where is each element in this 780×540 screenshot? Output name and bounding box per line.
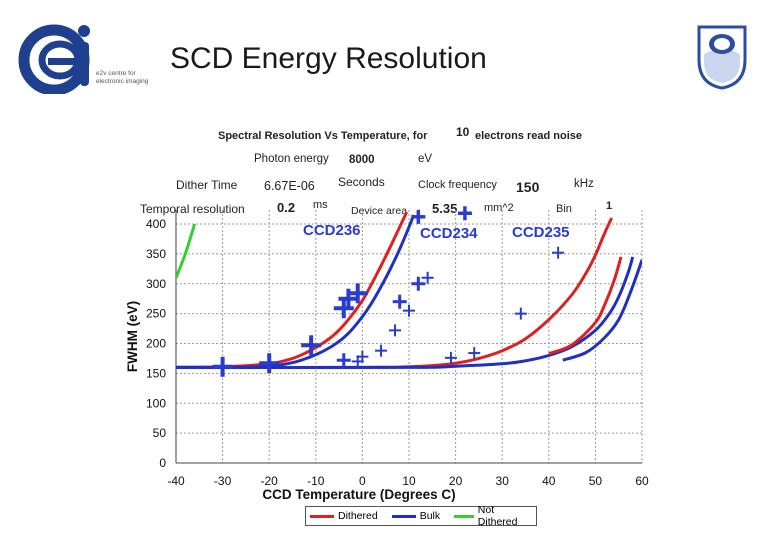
data-marker-small	[552, 246, 565, 259]
data-marker-small	[444, 351, 457, 364]
logo-subtitle: e2v centre for electronic imaging	[96, 70, 148, 86]
area-unit: mm^2	[484, 202, 514, 214]
ou-shield-logo	[697, 25, 747, 90]
data-marker-annotation-ccd236	[411, 209, 426, 224]
legend-label-dithered: Dithered	[338, 510, 378, 522]
data-marker-medium	[411, 276, 426, 291]
x-axis-title: CCD Temperature (Degrees C)	[262, 487, 455, 502]
x-tick-label: -10	[307, 474, 325, 488]
data-marker-large	[301, 335, 322, 356]
legend-item-dithered: Dithered	[306, 510, 378, 522]
y-tick-label: 300	[146, 277, 166, 291]
data-marker-annotation-ccd234	[457, 206, 472, 221]
x-tick-label: -40	[167, 474, 185, 488]
data-marker-medium	[392, 294, 407, 309]
legend-swatch-not-dithered	[454, 514, 474, 518]
dither-unit: Seconds	[338, 175, 385, 189]
data-marker-small	[468, 347, 481, 360]
logo-subtitle-line-2: electronic imaging	[96, 78, 149, 85]
y-tick-label: 400	[146, 217, 166, 231]
bin-value: 1	[606, 200, 613, 212]
legend-swatch-bulk	[391, 514, 416, 518]
data-marker-small	[403, 304, 415, 317]
x-tick-label: 40	[542, 474, 556, 488]
annotation-ccd234: CCD234	[420, 225, 478, 242]
slide-title: SCD Energy Resolution	[170, 42, 487, 75]
dither-label: Dither Time	[176, 178, 238, 192]
x-tick-label: 10	[402, 474, 416, 488]
clock-label: Clock frequency	[418, 179, 497, 191]
data-marker-large	[347, 283, 368, 304]
x-tick-label: 0	[359, 474, 366, 488]
legend-item-bulk: Bulk	[388, 510, 440, 522]
photon-value: 8000	[349, 154, 375, 166]
y-tick-label: 250	[146, 307, 166, 321]
data-marker-small	[421, 271, 434, 284]
x-tick-label: 20	[449, 474, 463, 488]
y-tick-label: 350	[146, 247, 166, 261]
series-line-dithered-0	[176, 211, 409, 369]
clock-value: 150	[516, 179, 540, 195]
data-marker-large	[333, 298, 354, 319]
data-marker-small	[389, 324, 402, 337]
dither-value: 6.67E-06	[264, 179, 315, 193]
chart-legend: Dithered Bulk Not Dithered	[305, 504, 537, 528]
ou-shield-fill	[704, 49, 740, 83]
y-tick-label: 0	[159, 456, 166, 470]
x-tick-label: 50	[589, 474, 603, 488]
area-value: 5.35	[432, 201, 458, 216]
ei-logo	[18, 24, 90, 94]
logo-i-stem	[80, 42, 89, 86]
temporal-label: Temporal resolution	[140, 202, 245, 216]
y-tick-label: 100	[146, 396, 166, 410]
legend-item-not-dithered: Not Dithered	[450, 504, 526, 528]
annotation-ccd235: CCD235	[512, 224, 570, 241]
chart-title-right: electrons read noise	[475, 130, 582, 142]
logo-e-bar	[48, 58, 78, 65]
y-tick-label: 200	[146, 337, 166, 351]
temporal-value: 0.2	[277, 200, 296, 215]
x-tick-label: -30	[214, 474, 232, 488]
clock-unit: kHz	[574, 178, 594, 190]
series-line-not-dithered-6	[176, 223, 197, 279]
y-axis-title: FWHM (eV)	[125, 301, 140, 372]
series-line-bulk-3	[176, 256, 635, 369]
x-tick-label: -20	[261, 474, 279, 488]
photon-label: Photon energy	[254, 153, 329, 165]
photon-unit: eV	[418, 153, 433, 165]
chart-title-left: Spectral Resolution Vs Temperature, for	[218, 130, 428, 142]
legend-swatch-dithered	[310, 514, 334, 518]
series-line-dithered-4	[548, 256, 623, 356]
logo-i-dot	[78, 25, 90, 37]
temporal-unit: ms	[313, 199, 328, 211]
data-marker-small	[514, 307, 527, 320]
bin-label: Bin	[556, 203, 572, 215]
data-marker-medium	[336, 353, 351, 368]
area-label: Device area	[351, 205, 408, 217]
legend-label-bulk: Bulk	[419, 510, 441, 522]
data-marker-large	[259, 353, 280, 374]
data-marker-small	[356, 350, 369, 363]
logo-subtitle-line-1: e2v centre for	[96, 70, 136, 77]
data-marker-small	[375, 344, 388, 357]
y-tick-label: 50	[153, 426, 167, 440]
series-line-bulk-1	[176, 214, 416, 369]
ou-shield-circle-inner	[714, 38, 730, 50]
noise-value: 10	[456, 125, 470, 139]
series-line-bulk-5	[562, 259, 642, 362]
data-marker-large	[212, 356, 233, 377]
legend-label-not-dithered: Not Dithered	[477, 504, 518, 528]
x-tick-label: 30	[496, 474, 510, 488]
x-tick-label: 60	[635, 474, 649, 488]
annotation-ccd236: CCD236	[303, 222, 361, 239]
y-tick-label: 150	[146, 366, 166, 380]
